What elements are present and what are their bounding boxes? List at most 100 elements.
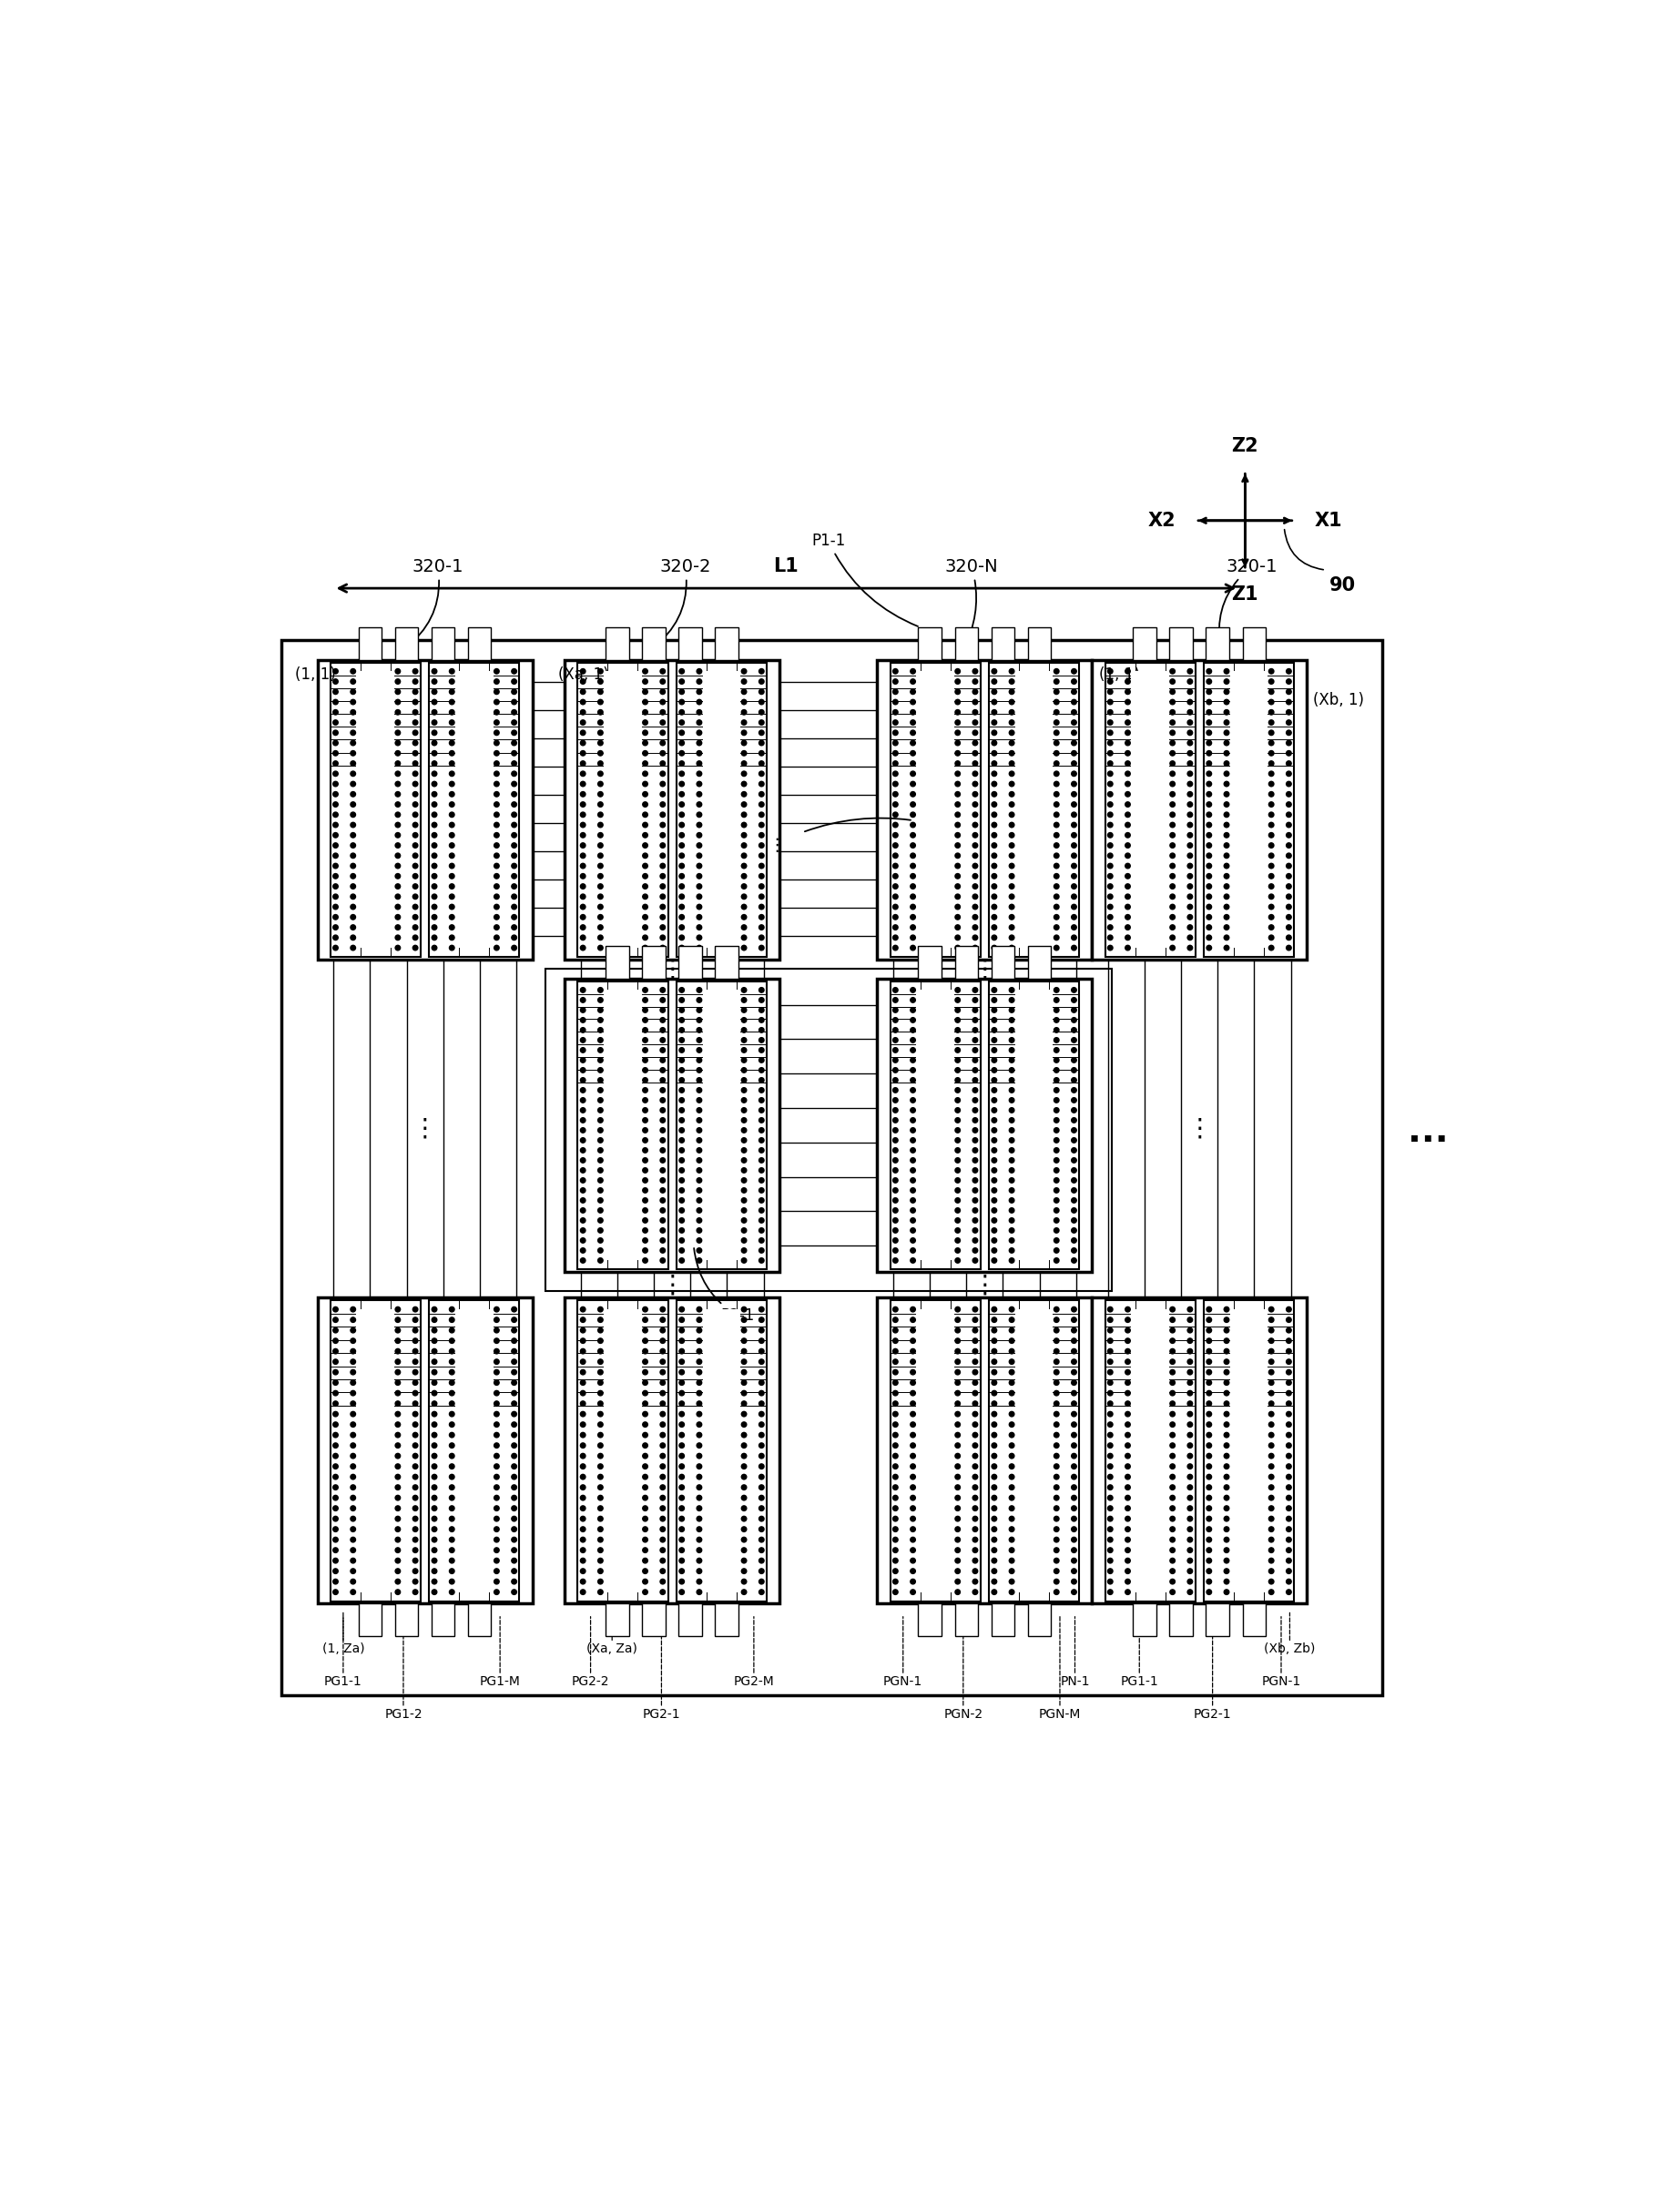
Circle shape [697, 1590, 702, 1594]
Circle shape [494, 925, 499, 929]
Circle shape [1188, 832, 1193, 837]
Circle shape [1126, 679, 1131, 683]
Circle shape [956, 944, 961, 951]
Circle shape [956, 1307, 961, 1311]
Circle shape [1010, 852, 1015, 859]
Bar [1015, 990, 1053, 1261]
Circle shape [759, 1168, 764, 1173]
Circle shape [1010, 1379, 1015, 1386]
Circle shape [697, 1390, 702, 1397]
Circle shape [679, 679, 684, 683]
Circle shape [892, 1208, 897, 1212]
Circle shape [741, 1548, 746, 1553]
Circle shape [1169, 1526, 1174, 1533]
Circle shape [697, 944, 702, 951]
Circle shape [956, 874, 961, 878]
Text: ⋮: ⋮ [1186, 1116, 1213, 1142]
Bar [1015, 672, 1053, 949]
Circle shape [1010, 1219, 1015, 1223]
Circle shape [759, 1219, 764, 1223]
Circle shape [991, 762, 996, 766]
Circle shape [1107, 802, 1112, 806]
Circle shape [598, 1465, 603, 1469]
Circle shape [1126, 905, 1131, 909]
Circle shape [1072, 832, 1077, 837]
Circle shape [432, 1432, 437, 1438]
Circle shape [512, 802, 517, 806]
Circle shape [512, 1423, 517, 1427]
Circle shape [351, 731, 356, 736]
Circle shape [679, 1465, 684, 1469]
Circle shape [1010, 1559, 1015, 1564]
Circle shape [1287, 944, 1292, 951]
Bar [1092, 659, 1307, 960]
Circle shape [580, 1168, 585, 1173]
Circle shape [892, 1443, 897, 1447]
Circle shape [697, 701, 702, 705]
Circle shape [413, 1484, 418, 1489]
Circle shape [1268, 690, 1273, 694]
Circle shape [1268, 793, 1273, 797]
Bar [1206, 1603, 1230, 1636]
Circle shape [432, 1515, 437, 1522]
Circle shape [1287, 1379, 1292, 1386]
Circle shape [697, 894, 702, 898]
Circle shape [598, 771, 603, 775]
Circle shape [494, 720, 499, 725]
Circle shape [432, 894, 437, 898]
Circle shape [598, 1188, 603, 1192]
Circle shape [1010, 1008, 1015, 1012]
Bar [1169, 1603, 1193, 1636]
Circle shape [1268, 1454, 1273, 1458]
Circle shape [1010, 1579, 1015, 1583]
Circle shape [643, 1390, 648, 1397]
Circle shape [697, 1239, 702, 1243]
Circle shape [1287, 670, 1292, 674]
Circle shape [1126, 1465, 1131, 1469]
Circle shape [973, 802, 978, 806]
Circle shape [741, 852, 746, 859]
Circle shape [512, 832, 517, 837]
Circle shape [351, 1454, 356, 1458]
Circle shape [679, 1258, 684, 1263]
Circle shape [598, 925, 603, 929]
Circle shape [1107, 1390, 1112, 1397]
Circle shape [333, 731, 338, 736]
Circle shape [956, 997, 961, 1004]
Circle shape [432, 1318, 437, 1322]
Circle shape [956, 1047, 961, 1052]
Circle shape [1072, 1390, 1077, 1397]
Circle shape [580, 1443, 585, 1447]
Circle shape [741, 751, 746, 755]
Circle shape [991, 1495, 996, 1500]
Circle shape [1107, 944, 1112, 951]
Circle shape [741, 1318, 746, 1322]
Circle shape [512, 821, 517, 828]
Circle shape [973, 1228, 978, 1232]
Circle shape [1287, 1548, 1292, 1553]
Circle shape [512, 1484, 517, 1489]
Circle shape [1287, 771, 1292, 775]
Circle shape [697, 1047, 702, 1052]
Circle shape [449, 821, 454, 828]
Circle shape [395, 679, 400, 683]
Circle shape [1126, 1337, 1131, 1344]
Circle shape [580, 782, 585, 786]
Circle shape [759, 1098, 764, 1102]
Circle shape [892, 720, 897, 725]
Circle shape [643, 1157, 648, 1164]
Circle shape [911, 1526, 916, 1533]
Circle shape [911, 1590, 916, 1594]
Circle shape [911, 762, 916, 766]
Circle shape [956, 1329, 961, 1333]
Circle shape [1169, 944, 1174, 951]
Circle shape [911, 1465, 916, 1469]
Bar [890, 663, 981, 957]
Circle shape [660, 914, 665, 920]
Circle shape [1206, 670, 1211, 674]
Circle shape [956, 1239, 961, 1243]
Circle shape [911, 1390, 916, 1397]
Circle shape [956, 1017, 961, 1023]
Circle shape [1225, 1379, 1230, 1386]
Circle shape [351, 1443, 356, 1447]
